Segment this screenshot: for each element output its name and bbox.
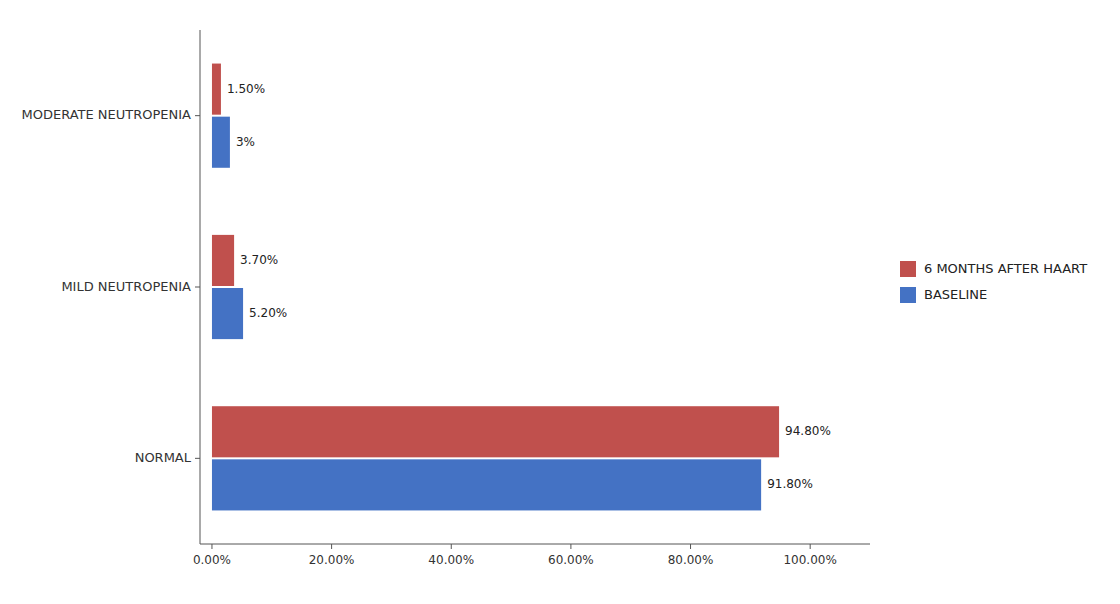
chart-container: 0.00% 20.00% 40.00% 60.00% 80.00% 100.00% NORM…: [0, 0, 1120, 604]
legend-label: BASELINE: [924, 287, 987, 302]
y-tick-label: MODERATE NEUTROPENIA: [21, 107, 191, 122]
legend-label: 6 MONTHS AFTER HAART: [924, 261, 1087, 276]
x-tick-label: 40.00%: [428, 553, 474, 567]
y-tick-label: NORMAL: [135, 450, 192, 465]
x-tick-label: 20.00%: [309, 553, 355, 567]
y-axis-line: [200, 30, 201, 544]
data-label: 1.50%: [227, 82, 265, 96]
x-tick: [331, 544, 332, 549]
x-axis-line: [200, 544, 870, 545]
x-axis-ticks: 0.00% 20.00% 40.00% 60.00% 80.00% 100.00%: [193, 544, 837, 567]
x-tick: [690, 544, 691, 549]
data-label: 3.70%: [240, 253, 278, 267]
y-tick: [195, 115, 200, 116]
y-tick: [195, 287, 200, 288]
x-tick: [810, 544, 811, 549]
bar: [212, 406, 779, 457]
y-tick-label: MILD NEUTROPENIA: [61, 279, 191, 294]
x-tick-label: 100.00%: [783, 553, 836, 567]
data-label: 3%: [236, 135, 255, 149]
bar: [212, 235, 234, 286]
bar: [212, 459, 761, 510]
x-tick: [570, 544, 571, 549]
y-axis-labels: NORMAL MILD NEUTROPENIA MODERATE NEUTROPEN…: [21, 107, 200, 465]
x-tick-label: 80.00%: [668, 553, 714, 567]
data-label: 94.80%: [785, 424, 831, 438]
data-labels: 94.80% 3.70% 1.50% 91.80% 5.20% 3%: [227, 82, 831, 492]
y-tick: [195, 458, 200, 459]
legend-swatch: [900, 287, 916, 303]
legend: 6 MONTHS AFTER HAART BASELINE: [900, 261, 1087, 304]
x-tick-label: 0.00%: [193, 553, 231, 567]
x-tick: [451, 544, 452, 549]
x-tick: [211, 544, 212, 549]
bar: [212, 64, 221, 115]
bars: [212, 64, 779, 511]
x-tick-label: 60.00%: [548, 553, 594, 567]
legend-swatch: [900, 261, 916, 277]
data-label: 91.80%: [767, 477, 813, 491]
bar: [212, 288, 243, 339]
bar: [212, 117, 230, 168]
chart-svg: 0.00% 20.00% 40.00% 60.00% 80.00% 100.00% NORM…: [0, 0, 1120, 604]
data-label: 5.20%: [249, 306, 287, 320]
